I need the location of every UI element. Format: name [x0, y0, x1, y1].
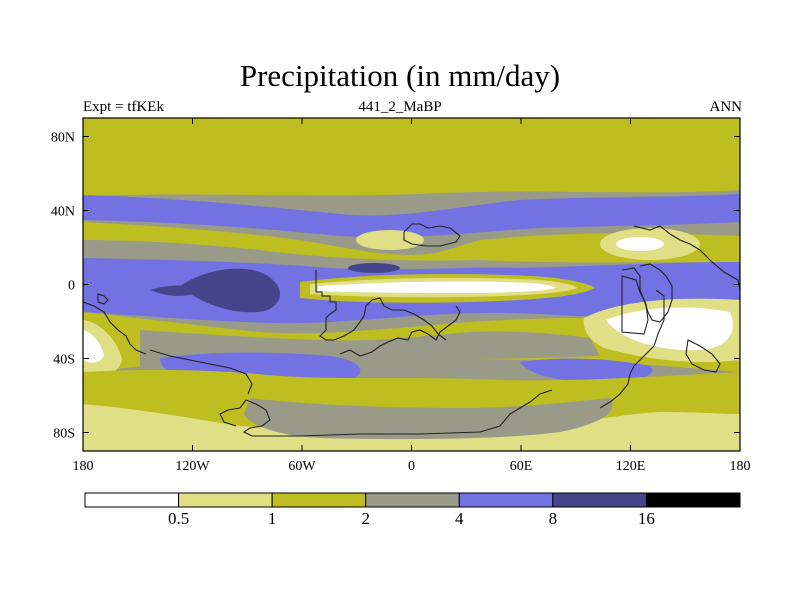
experiment-label: Expt = tfKEk	[83, 99, 164, 115]
lat-tick-label: 40S	[53, 353, 75, 368]
lon-tick-label: 60E	[510, 459, 533, 474]
field-atlantic-lightyellow	[356, 230, 424, 250]
field-south-america-white	[83, 330, 104, 363]
coast-antarctica-west	[219, 407, 241, 427]
colorbar-swatch	[645, 492, 741, 508]
coast-south-america	[333, 297, 447, 341]
lat-tick-label: 80N	[51, 131, 75, 146]
field-australia-white	[606, 307, 733, 351]
lon-tick-label: 180	[730, 459, 751, 474]
colorbar-swatch	[84, 492, 180, 508]
lon-tick-label: 120E	[616, 459, 646, 474]
colorbar-label: 0.5	[168, 509, 189, 528]
field-north-olive-band	[83, 167, 740, 196]
season-label: ANN	[709, 99, 743, 115]
latitude-axis: 80N 40N 0 40S 80S	[51, 131, 740, 442]
colorbar-swatch	[178, 492, 273, 508]
lon-tick-label: 180	[73, 459, 94, 474]
lon-tick-label: 60W	[288, 459, 316, 474]
coast-australia	[621, 275, 649, 335]
field-storm-track-blue	[83, 194, 740, 238]
lat-tick-label: 40N	[51, 205, 75, 220]
colorbar-label: 1	[268, 509, 277, 528]
field-pacific-darkblue	[180, 268, 281, 313]
field-arctic-olive	[83, 118, 740, 178]
coast-south-pacific	[83, 301, 147, 355]
colorbar-label: 2	[361, 509, 370, 528]
colorbar-swatch	[365, 492, 460, 508]
colorbar: 0.5 1 2 4 8 16	[84, 492, 741, 528]
coast-southeast-asia	[599, 289, 665, 409]
colorbar-label: 8	[549, 509, 558, 528]
coast-pacific-islands	[97, 293, 109, 305]
coast-southwest	[149, 349, 253, 395]
precipitation-field	[83, 118, 740, 451]
coast-indian-ocean-island	[685, 339, 721, 373]
coast-europe-africa	[403, 223, 461, 247]
coastlines	[83, 223, 740, 437]
field-africa-darkblue	[348, 263, 400, 273]
colorbar-label: 4	[455, 509, 464, 528]
lat-tick-label: 0	[68, 279, 75, 294]
lat-tick-label: 80S	[53, 427, 75, 442]
map-title: Precipitation (in mm/day)	[239, 58, 561, 93]
lon-tick-label: 120W	[175, 459, 210, 474]
coast-antarctica	[239, 389, 553, 437]
field-asia-white	[616, 237, 664, 251]
field-north-subtropic-olive	[83, 222, 740, 263]
coast-north-america	[315, 270, 337, 341]
colorbar-swatch	[271, 492, 367, 508]
longitude-axis: 180 120W 60W 0 60E 120E 180	[73, 118, 751, 474]
lon-tick-label: 0	[408, 459, 415, 474]
field-antarctic-lightyellow	[83, 404, 740, 451]
period-label: 441_2_MaBP	[358, 99, 442, 115]
coast-asia	[633, 225, 740, 291]
colorbar-swatch	[458, 492, 554, 508]
coast-east-asia	[621, 263, 673, 323]
field-pacific-darkblue-tail	[150, 285, 200, 296]
colorbar-swatch	[552, 492, 647, 508]
field-equatorial-white	[318, 281, 556, 293]
colorbar-label: 16	[638, 509, 655, 528]
field-south-atlantic-blue	[520, 358, 653, 382]
coast-africa-south	[339, 305, 461, 357]
